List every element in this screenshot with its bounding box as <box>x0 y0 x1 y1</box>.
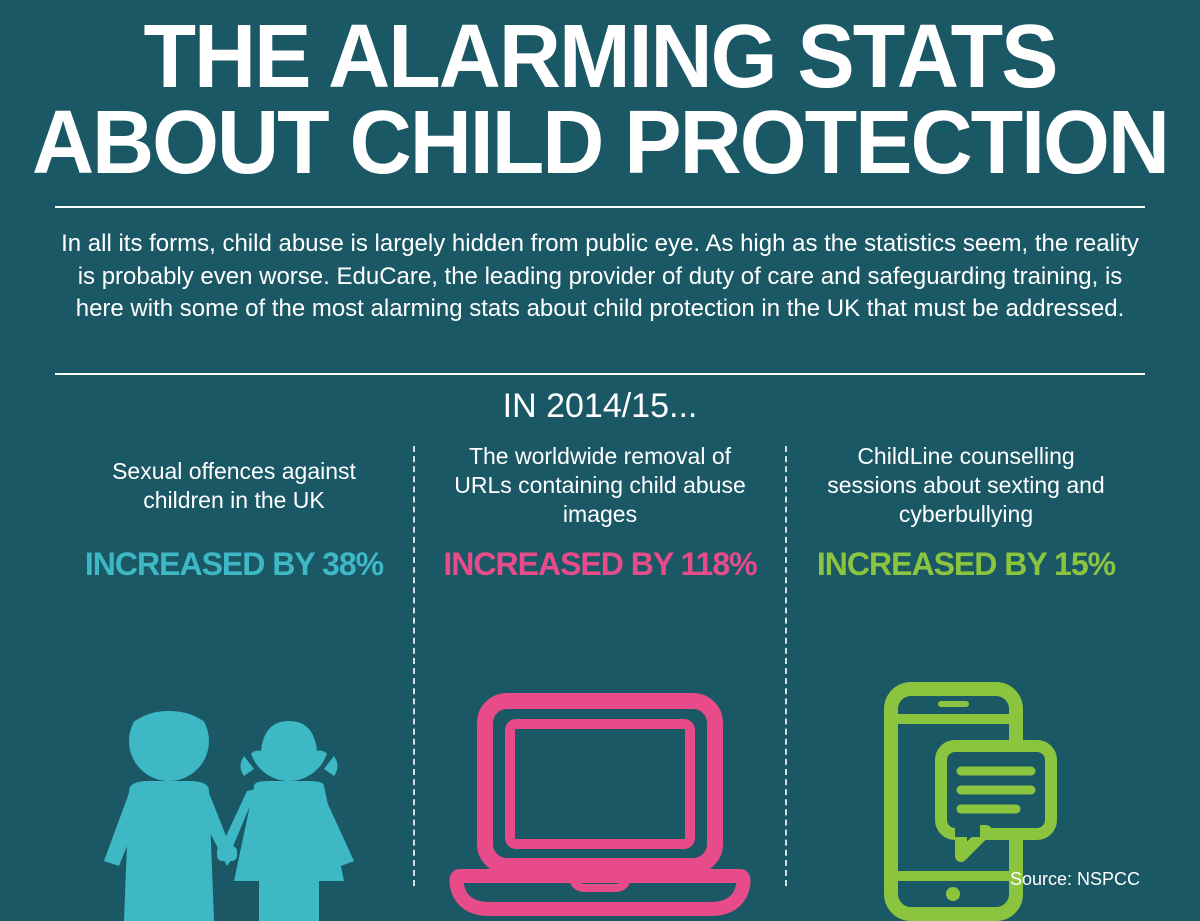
stat-column-2: The worldwide removal of URLs containing… <box>415 441 785 921</box>
stats-row: Sexual offences against children in the … <box>0 441 1200 921</box>
stat-description: Sexual offences against children in the … <box>80 441 388 531</box>
children-icon <box>80 608 388 921</box>
main-title: THE ALARMING STATS ABOUT CHILD PROTECTIO… <box>0 0 1200 186</box>
stat-column-3: ChildLine counselling sessions about sex… <box>787 441 1145 921</box>
stat-value: INCREASED BY 118% <box>443 546 756 583</box>
vertical-divider <box>413 446 415 886</box>
divider-bottom <box>55 373 1145 375</box>
year-label: IN 2014/15... <box>0 387 1200 426</box>
vertical-divider <box>785 446 787 886</box>
intro-paragraph: In all its forms, child abuse is largely… <box>0 208 1200 347</box>
stat-value: INCREASED BY 15% <box>817 546 1115 583</box>
laptop-icon <box>440 608 760 921</box>
title-line-2: ABOUT CHILD PROTECTION <box>0 100 1200 186</box>
stat-description: The worldwide removal of URLs containing… <box>440 441 760 531</box>
stat-column-1: Sexual offences against children in the … <box>55 441 413 921</box>
stat-value: INCREASED BY 38% <box>85 546 383 583</box>
source-label: Source: NSPCC <box>1010 869 1140 890</box>
title-line-1: THE ALARMING STATS <box>0 14 1200 100</box>
stat-description: ChildLine counselling sessions about sex… <box>812 441 1120 531</box>
